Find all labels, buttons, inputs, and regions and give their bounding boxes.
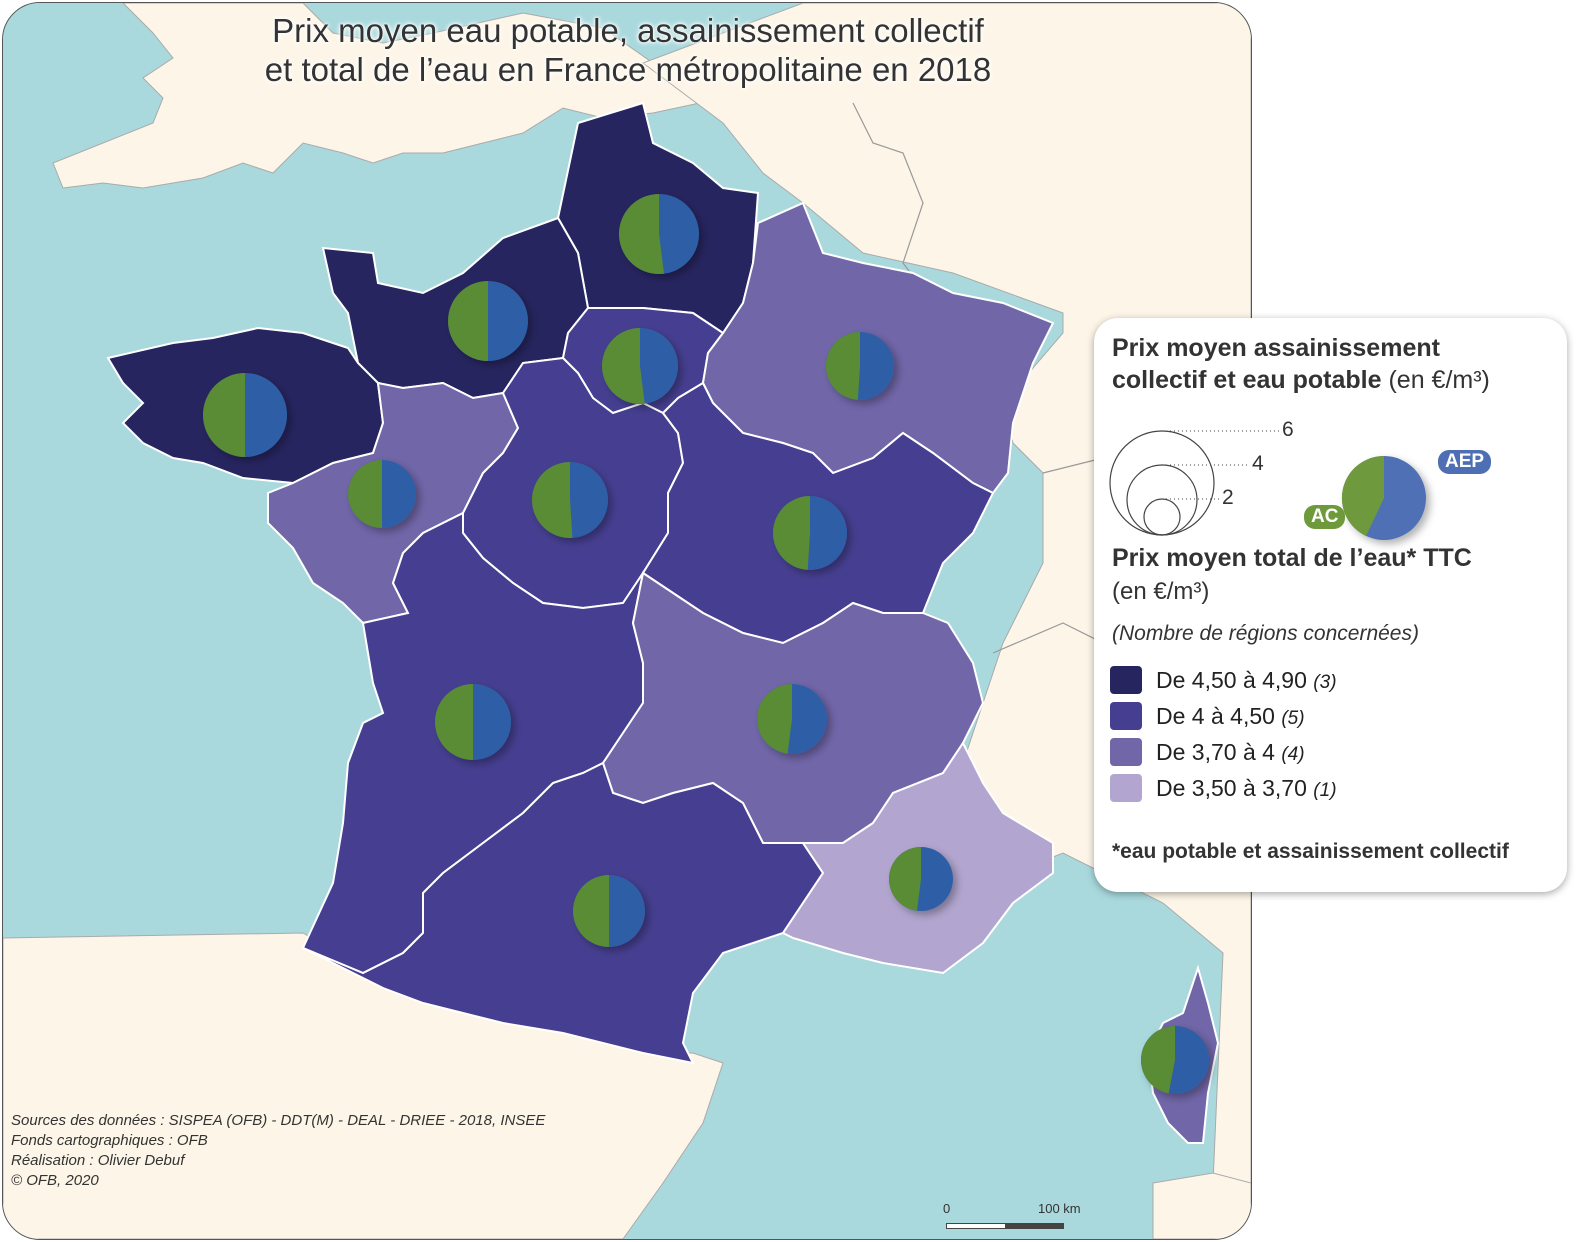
- legend-class-label: De 4 à 4,50 (5): [1156, 703, 1305, 730]
- title-line-2: et total de l’eau en France métropolitai…: [264, 51, 992, 88]
- pie-chart: [757, 684, 827, 754]
- legend-pie-ac: [1341, 455, 1384, 536]
- legend-class-label: De 3,70 à 4 (4): [1156, 739, 1305, 766]
- legend-panel: Prix moyen assainissement collectif et e…: [1094, 318, 1567, 892]
- pie-chart: [435, 684, 511, 760]
- pie-slice-ac: [573, 875, 609, 947]
- credits: Sources des données : SISPEA (OFB) - DDT…: [11, 1111, 545, 1191]
- legend-heading-1-unit: (en €/m³): [1388, 366, 1490, 394]
- pie-slice-ac: [772, 496, 810, 570]
- legend-class-range: De 3,50 à 3,70: [1156, 775, 1314, 801]
- pie-chart: [888, 847, 953, 911]
- scale-end-label: 100 km: [1038, 1201, 1081, 1216]
- map-frame: Prix moyen eau potable, assainissement c…: [2, 2, 1252, 1240]
- legend-footnote: *eau potable et assainissement collectif: [1112, 840, 1509, 863]
- legend-graphics: [1109, 430, 1426, 540]
- legend-swatch: [1110, 666, 1142, 694]
- legend-swatch: [1110, 774, 1142, 802]
- size-circle-4: [1126, 464, 1198, 536]
- legend-class-count: (1): [1313, 780, 1337, 801]
- size-label-6: 6: [1282, 418, 1294, 441]
- scale-bar-graphic: [946, 1223, 1064, 1229]
- size-circle-2: [1143, 498, 1181, 536]
- map-title: Prix moyen eau potable, assainissement c…: [153, 11, 1103, 89]
- legend-heading-1-bold2: collectif et eau potable: [1112, 366, 1382, 394]
- pie-slice-ac: [203, 373, 245, 457]
- scale-start-label: 0: [943, 1201, 951, 1216]
- pie-slice-ac: [888, 847, 921, 911]
- pie-slice-ac: [825, 332, 860, 400]
- pie-slice-ac: [348, 460, 382, 528]
- region-occitanie: [302, 761, 825, 1065]
- map-canvas: [3, 3, 1251, 1239]
- pie-slice-ac: [532, 462, 573, 538]
- legend-heading-1b: collectif et eau potable (en €/m³): [1112, 364, 1490, 396]
- legend-class-count: (5): [1281, 708, 1305, 729]
- pie-chart: [348, 460, 416, 528]
- pie-slice-ac: [602, 328, 645, 404]
- credits-fonds: Fonds cartographiques : OFB: [11, 1132, 208, 1149]
- tag-aep: AEP: [1438, 450, 1492, 474]
- pie-chart: [532, 462, 608, 538]
- pie-chart: [203, 373, 287, 457]
- land-europe: [641, 3, 1251, 1239]
- pie-chart: [448, 281, 528, 361]
- legend-swatch: [1110, 702, 1142, 730]
- legend-heading-2: Prix moyen total de l’eau* TTC: [1112, 544, 1472, 572]
- legend-class-label: De 4,50 à 4,90 (3): [1156, 667, 1337, 694]
- legend-class-label: De 3,50 à 3,70 (1): [1156, 775, 1337, 802]
- tag-ac: AC: [1304, 505, 1346, 529]
- legend-class-range: De 4 à 4,50: [1156, 703, 1282, 729]
- legend-class-range: De 3,70 à 4: [1156, 739, 1282, 765]
- pie-chart: [1140, 1026, 1209, 1094]
- land-uk: [52, 3, 725, 189]
- scale-bar: 0 100 km: [943, 1201, 1093, 1239]
- pie-chart: [602, 328, 678, 404]
- pie-chart: [772, 496, 847, 570]
- size-circle-6: [1109, 430, 1215, 536]
- legend-swatch: [1110, 738, 1142, 766]
- pie-chart: [825, 332, 894, 400]
- legend-note: (Nombre de régions concernées): [1112, 622, 1419, 645]
- title-line-1: Prix moyen eau potable, assainissement c…: [272, 12, 984, 49]
- size-label-4: 4: [1252, 452, 1264, 475]
- pie-chart: [573, 875, 645, 947]
- pie-chart: [619, 194, 699, 275]
- legend-class-count: (3): [1313, 672, 1337, 693]
- pie-slice-ac: [448, 281, 488, 361]
- pie-slice-ac: [619, 194, 665, 275]
- legend-class-range: De 4,50 à 4,90: [1156, 667, 1314, 693]
- legend-heading-1: Prix moyen assainissement: [1112, 334, 1440, 362]
- credits-copyright: © OFB, 2020: [11, 1172, 99, 1189]
- size-label-2: 2: [1222, 486, 1234, 509]
- pie-slice-ac: [435, 684, 473, 760]
- pie-layer: [203, 194, 1209, 1094]
- legend-heading-2-unit: (en €/m³): [1112, 578, 1210, 605]
- pie-slice-ac: [1140, 1026, 1175, 1094]
- credits-realisation: Réalisation : Olivier Debuf: [11, 1152, 185, 1169]
- credits-sources: Sources des données : SISPEA (OFB) - DDT…: [11, 1112, 546, 1129]
- legend-class-count: (4): [1281, 744, 1305, 765]
- land-sardinia: [1152, 1172, 1251, 1239]
- pie-slice-ac: [757, 684, 792, 754]
